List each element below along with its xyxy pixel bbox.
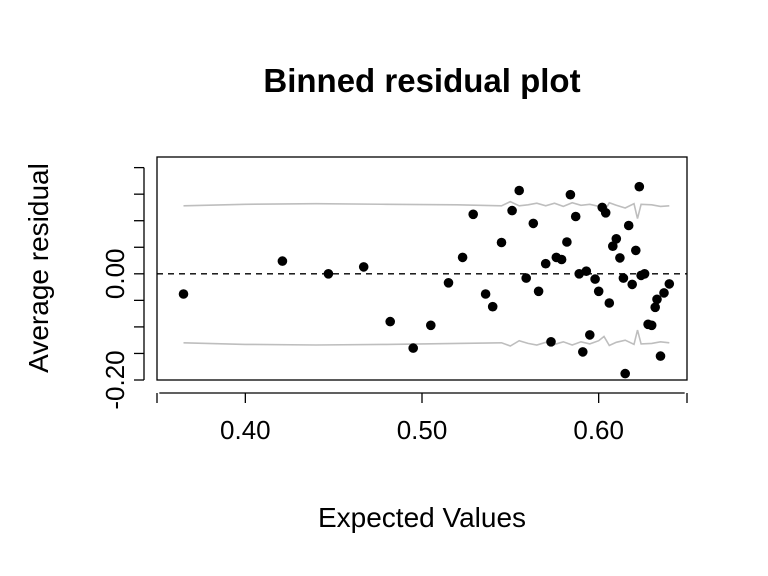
data-point <box>480 289 491 299</box>
data-point <box>618 273 629 283</box>
envelope-upper-line <box>183 200 670 219</box>
data-points <box>178 181 675 379</box>
data-point <box>323 269 334 279</box>
data-point <box>277 256 288 266</box>
data-point <box>540 258 551 269</box>
data-point <box>627 279 637 290</box>
envelope-lines <box>183 200 670 347</box>
data-point <box>655 351 666 361</box>
data-point <box>457 252 468 263</box>
data-point <box>546 337 556 347</box>
data-point <box>426 320 436 331</box>
data-point <box>646 320 657 331</box>
data-point <box>570 211 581 222</box>
data-point <box>585 330 595 340</box>
data-point <box>385 316 396 327</box>
data-point <box>581 266 592 277</box>
data-point <box>611 234 622 244</box>
data-point <box>528 218 539 229</box>
y-axis: -0.20 0.00 <box>100 166 145 410</box>
x-axis: 0.40 0.50 0.60 <box>156 392 688 445</box>
data-point <box>664 279 675 289</box>
data-point <box>620 368 630 379</box>
data-point <box>634 181 645 192</box>
x-tick-label: 0.50 <box>397 415 448 445</box>
data-point <box>631 245 641 256</box>
data-point <box>652 294 662 305</box>
data-point <box>593 286 604 297</box>
data-point <box>650 302 660 313</box>
data-point <box>604 298 615 308</box>
data-point <box>521 273 531 283</box>
data-point <box>590 274 600 284</box>
data-point <box>639 269 650 279</box>
data-point <box>533 286 544 297</box>
x-tick-label: 0.60 <box>573 415 624 445</box>
envelope-lower-line <box>183 329 670 347</box>
data-point <box>623 220 634 231</box>
data-point <box>615 253 625 263</box>
data-point <box>178 289 189 299</box>
chart-title: Binned residual plot <box>263 62 580 99</box>
x-tick-label: 0.40 <box>220 415 271 445</box>
data-point <box>608 241 618 251</box>
data-point <box>514 185 524 196</box>
y-axis-label: Average residual <box>23 163 54 373</box>
data-point <box>565 189 576 200</box>
data-point <box>358 262 369 272</box>
data-point <box>578 347 588 357</box>
x-axis-label: Expected Values <box>318 502 526 533</box>
data-point <box>468 209 479 220</box>
data-point <box>496 237 507 248</box>
data-point <box>443 278 454 288</box>
y-tick-label: -0.20 <box>100 350 130 409</box>
data-point <box>408 343 419 353</box>
data-point <box>562 237 572 247</box>
data-point <box>487 301 498 312</box>
data-point <box>659 288 669 298</box>
plot-frame <box>156 156 688 381</box>
data-point <box>600 208 611 218</box>
y-tick-label: 0.00 <box>100 249 130 300</box>
data-point <box>556 254 567 265</box>
data-point <box>507 205 517 216</box>
